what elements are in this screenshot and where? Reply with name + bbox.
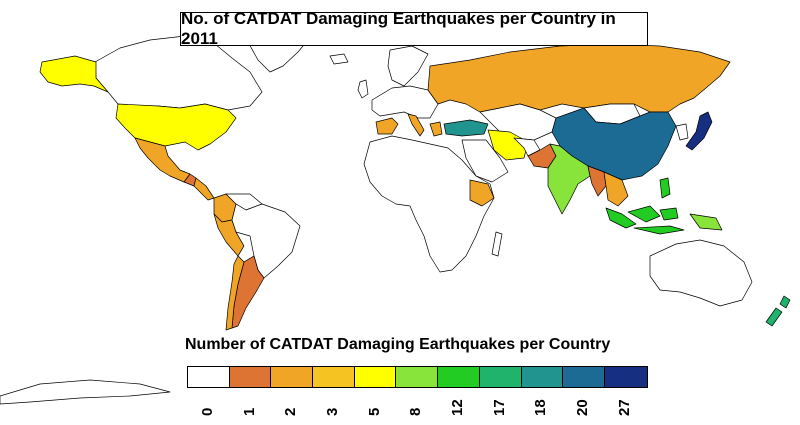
legend-swatch-12 xyxy=(438,367,480,387)
legend-tick-8: 8 xyxy=(407,407,425,416)
country-italy[interactable] xyxy=(407,113,425,137)
legend-tick-labels: 0 1 2 3 5 8 12 17 18 20 27 xyxy=(187,392,657,422)
country-iran[interactable] xyxy=(487,129,529,161)
country-new-zealand[interactable] xyxy=(765,295,791,327)
legend-title: Number of CATDAT Damaging Earthquakes pe… xyxy=(185,336,611,353)
country-central-america[interactable] xyxy=(193,177,215,201)
country-australia[interactable] xyxy=(649,239,753,307)
legend-tick-1: 1 xyxy=(240,407,258,416)
country-canada[interactable] xyxy=(94,35,263,111)
country-iceland[interactable] xyxy=(329,53,349,65)
legend-swatch-0 xyxy=(188,367,230,387)
legend-tick-18: 18 xyxy=(532,399,550,416)
legend-tick-20: 20 xyxy=(574,399,592,416)
country-arabia[interactable] xyxy=(461,139,509,183)
legend-swatch-27 xyxy=(604,367,647,387)
country-europe[interactable] xyxy=(371,85,439,119)
country-madagascar[interactable] xyxy=(491,231,503,257)
country-scandinavia[interactable] xyxy=(387,45,429,87)
country-alaska[interactable] xyxy=(39,55,109,93)
map-title: No. of CATDAT Damaging Earthquakes per C… xyxy=(180,9,648,48)
country-russia[interactable] xyxy=(427,43,731,113)
country-japan[interactable] xyxy=(685,111,713,151)
country-spain[interactable] xyxy=(375,117,399,135)
country-antarctica[interactable] xyxy=(0,379,171,405)
legend-tick-3: 3 xyxy=(323,407,341,416)
country-philippines[interactable] xyxy=(659,177,671,199)
country-chile[interactable] xyxy=(225,255,245,331)
legend-swatch-3 xyxy=(313,367,355,387)
country-india[interactable] xyxy=(547,143,591,215)
country-africa[interactable] xyxy=(363,135,495,273)
country-indonesia[interactable] xyxy=(605,205,685,235)
legend-tick-0: 0 xyxy=(198,407,216,416)
country-korea[interactable] xyxy=(675,123,689,141)
country-turkey[interactable] xyxy=(443,119,489,137)
legend-tick-2: 2 xyxy=(282,407,300,416)
legend-swatch-8 xyxy=(396,367,439,387)
legend-swatch-17 xyxy=(479,367,522,387)
legend-tick-27: 27 xyxy=(615,399,633,416)
legend-tick-5: 5 xyxy=(365,407,383,416)
country-papua-new-guinea[interactable] xyxy=(689,213,723,231)
legend-swatch-1 xyxy=(229,367,272,387)
country-united-states[interactable] xyxy=(115,103,237,151)
legend-tick-17: 17 xyxy=(490,399,508,416)
legend-tick-12: 12 xyxy=(449,399,467,416)
legend-swatch-20 xyxy=(563,367,605,387)
country-indochina[interactable] xyxy=(603,171,629,207)
country-ethiopia[interactable] xyxy=(469,179,495,207)
country-uk[interactable] xyxy=(357,79,369,99)
legend-color-bar xyxy=(187,366,648,388)
legend-swatch-18 xyxy=(521,367,564,387)
legend-swatch-2 xyxy=(271,367,314,387)
country-greece[interactable] xyxy=(429,121,443,137)
legend-swatch-5 xyxy=(354,367,397,387)
